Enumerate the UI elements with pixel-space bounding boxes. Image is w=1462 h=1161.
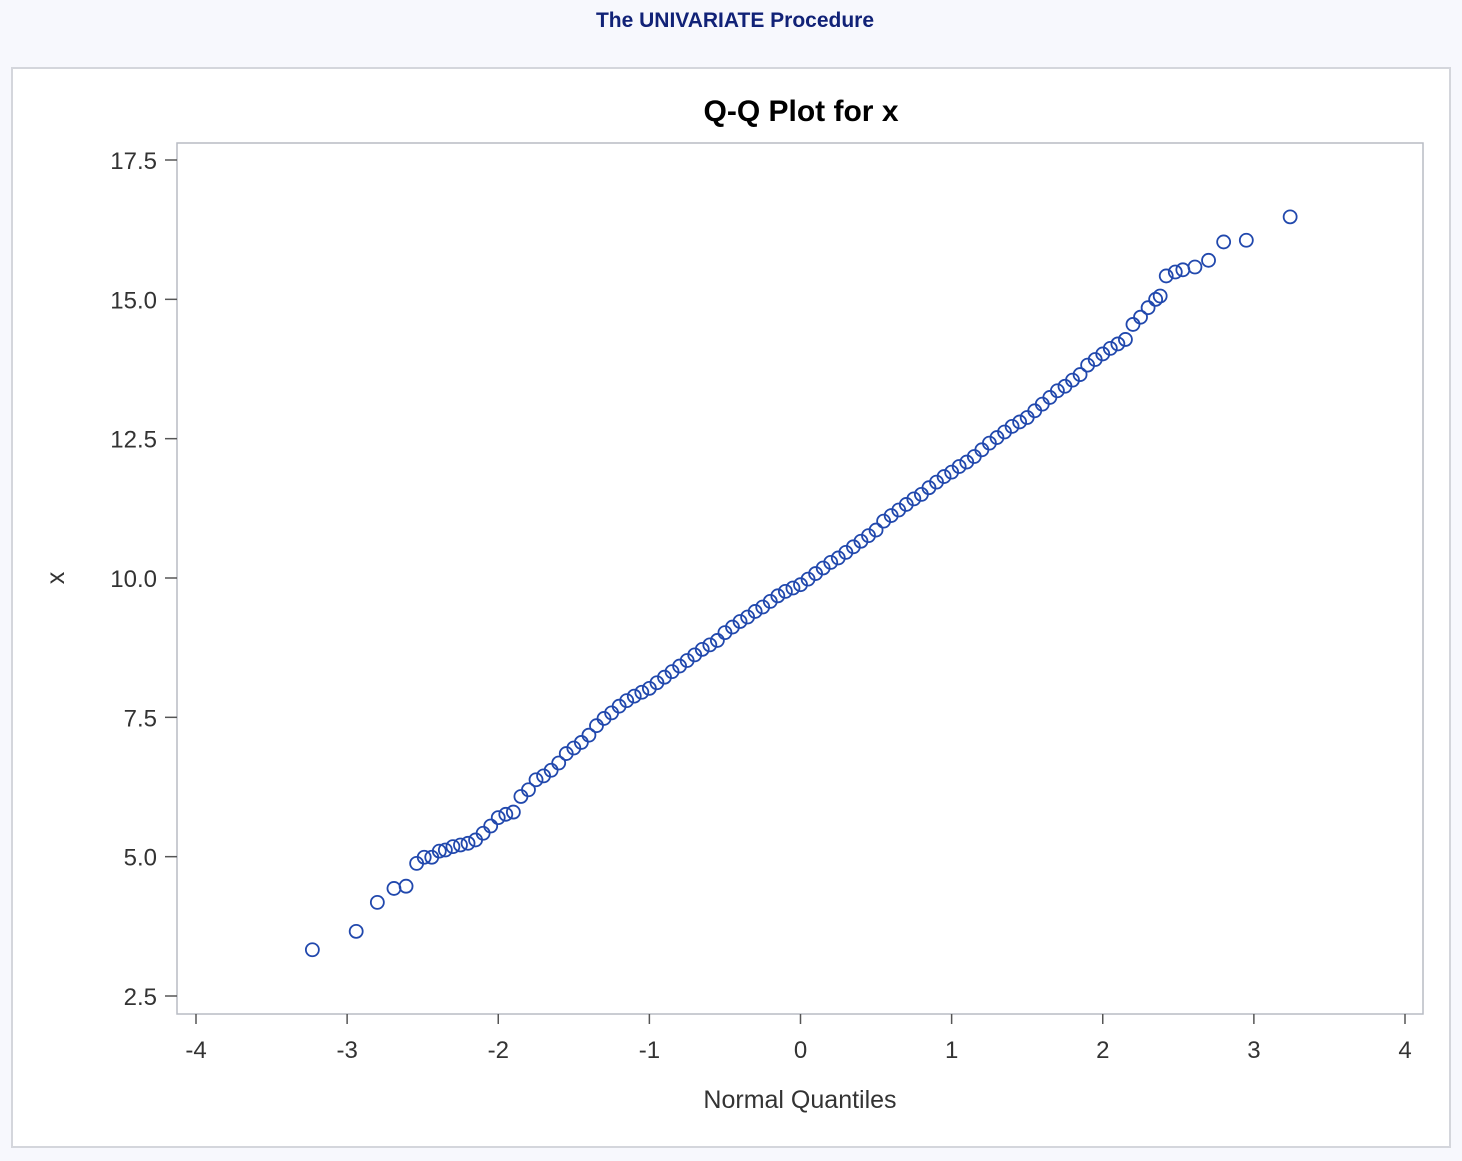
data-point [1238,232,1254,248]
data-point [823,554,839,570]
data-point [1050,383,1065,399]
data-points [304,209,1298,958]
y-tick-label: 12.5 [110,427,157,454]
data-point [1148,291,1164,307]
y-tick-label: 2.5 [124,984,157,1011]
y-axis-label: x [42,571,70,584]
data-point [634,684,650,700]
x-tick-label: 3 [1247,1037,1260,1064]
data-point [1158,268,1174,284]
y-tick-label: 5.0 [124,845,157,872]
data-point [1110,336,1126,352]
x-tick-label: 4 [1398,1037,1411,1064]
x-axis-label: Normal Quantiles [703,1086,896,1114]
x-tick-label: -1 [639,1037,660,1064]
data-point [348,923,364,939]
data-point [1201,252,1216,268]
data-point [398,878,414,894]
data-point [951,459,967,474]
data-point [581,727,597,743]
data-point [702,637,718,653]
data-point [906,491,922,507]
data-point [1004,419,1020,434]
data-point [770,588,786,604]
data-point [709,633,725,648]
data-point [1140,300,1156,316]
data-point [1216,234,1232,250]
data-point [732,614,748,629]
data-point [369,894,385,910]
data-point [785,580,801,596]
data-point [694,641,710,657]
data-point [437,842,453,858]
procedure-title: The UNIVARIATE Procedure [595,9,875,32]
data-point [1102,340,1118,356]
data-point [1118,332,1133,347]
y-axis: 2.5 5.0 7.5 10.0 12.5 15.0 17.5 [110,148,177,1011]
y-tick-label: 10.0 [110,566,157,593]
y-tick-label: 7.5 [124,705,157,732]
data-point [1133,309,1148,325]
data-point [936,469,952,484]
data-point [528,772,544,788]
y-tick-label: 17.5 [110,148,157,175]
data-point [453,837,468,853]
data-point [1012,414,1028,430]
data-point [445,839,461,855]
data-point [1187,259,1203,275]
data-point [1152,288,1168,304]
data-point [498,806,514,822]
data-point [777,583,793,599]
x-tick-label: -4 [185,1037,206,1064]
data-point [619,693,635,709]
data-point [551,755,567,771]
data-point [747,604,763,619]
data-point [505,804,521,820]
data-point [416,849,432,865]
data-point [1167,264,1183,280]
x-tick-label: 2 [1096,1037,1109,1064]
data-point [1282,209,1298,225]
x-axis: -4 -3 -2 -1 0 1 2 3 4 [185,1014,1412,1064]
data-point [431,843,447,859]
data-point [460,835,476,851]
x-tick-label: -2 [488,1037,509,1064]
data-point [626,688,642,704]
data-point [490,810,506,826]
x-tick-label: -3 [336,1037,357,1064]
x-tick-label: 0 [794,1037,807,1064]
data-point [868,522,884,538]
chart-title: Q-Q Plot for x [704,95,899,128]
x-tick-label: 1 [945,1037,958,1064]
data-point [304,942,320,958]
data-point [1072,367,1088,382]
y-tick-label: 15.0 [110,287,157,314]
data-point [521,782,536,798]
data-point [483,818,499,834]
